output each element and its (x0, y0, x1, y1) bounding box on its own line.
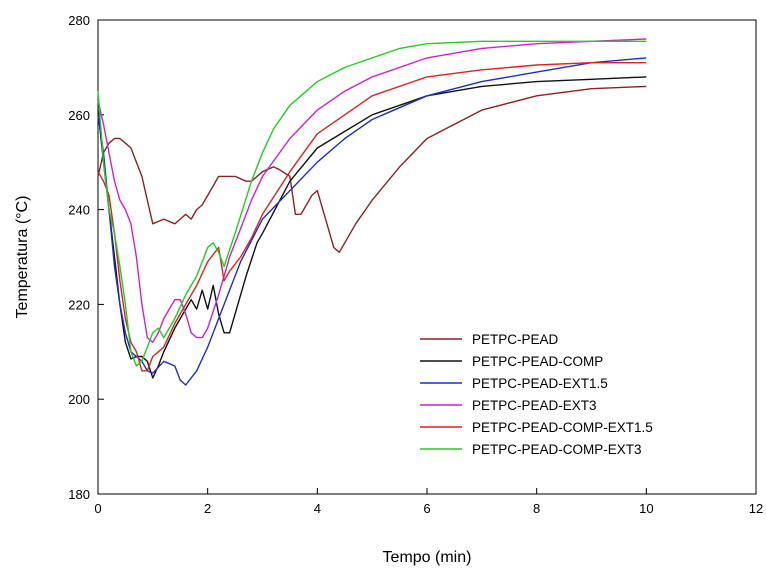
x-tick-label: 2 (204, 501, 211, 516)
x-tick-label: 4 (314, 501, 321, 516)
series-line-4 (97, 38, 647, 343)
y-tick-label: 200 (68, 392, 90, 407)
plot-frame (97, 19, 757, 495)
legend-label: PETPC-PEAD-COMP-EXT3 (472, 442, 642, 457)
x-tick-label: 8 (533, 501, 540, 516)
legend-label: PETPC-PEAD-EXT1.5 (472, 376, 608, 391)
series-line-2 (97, 76, 647, 379)
y-axis-ticks: 180 200 220 240 260 280 (68, 13, 104, 502)
legend-label: PETPC-PEAD-COMP (472, 354, 603, 369)
series-line-3 (97, 57, 647, 386)
y-tick-label: 180 (68, 487, 90, 502)
series-line-1 (97, 85, 647, 254)
legend-label: PETPC-PEAD (472, 332, 559, 347)
y-tick-label: 240 (68, 203, 90, 218)
series-line-5 (97, 62, 647, 372)
x-tick-label: 6 (423, 501, 430, 516)
series-lines (97, 38, 647, 386)
y-tick-label: 260 (68, 108, 90, 123)
y-tick-label: 280 (68, 13, 90, 28)
legend: PETPC-PEAD PETPC-PEAD-COMP PETPC-PEAD-EXT1… (420, 332, 653, 457)
y-tick-label: 220 (68, 297, 90, 312)
x-tick-label: 0 (94, 501, 101, 516)
x-tick-label: 12 (749, 501, 763, 516)
y-axis-title: Temperatura (°C) (14, 196, 31, 319)
x-tick-label: 10 (639, 501, 653, 516)
legend-label: PETPC-PEAD-COMP-EXT1.5 (472, 420, 653, 435)
x-axis-ticks: 0 2 4 6 8 10 12 (94, 488, 763, 516)
legend-label: PETPC-PEAD-EXT3 (472, 398, 597, 413)
series-line-6 (97, 40, 647, 367)
x-axis-title: Tempo (min) (383, 549, 472, 566)
